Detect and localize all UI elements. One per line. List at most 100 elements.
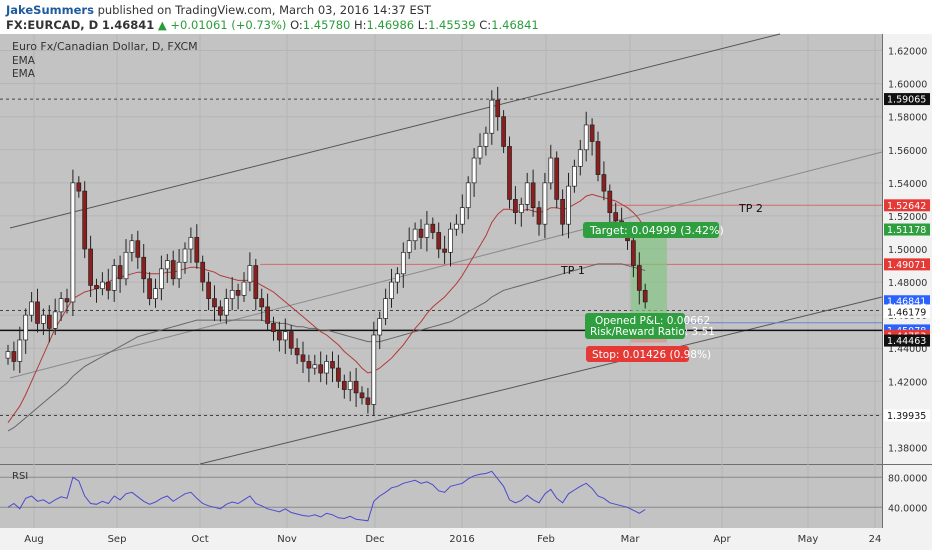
candles xyxy=(5,86,648,417)
tp2-label: TP 2 xyxy=(738,202,763,215)
time-tick-label: Feb xyxy=(537,534,555,545)
price-tag-bg xyxy=(884,223,930,236)
time-tick-label: Aug xyxy=(24,534,44,545)
candle-body xyxy=(212,298,217,308)
price-tag-label: 1.44463 xyxy=(887,336,926,347)
candle-body xyxy=(17,339,23,362)
candle-body xyxy=(583,124,589,151)
pnl-label-box: Opened P&L: 0.00662 Risk/Reward Ratio: 3… xyxy=(585,313,715,339)
candle-body xyxy=(253,265,259,299)
candle-body xyxy=(52,311,58,329)
channel-mid-line xyxy=(9,151,883,379)
time-tick-label: Nov xyxy=(277,534,297,545)
candle-body xyxy=(159,268,164,290)
rsi-tick-label: 40.0000 xyxy=(888,503,927,514)
candle-body xyxy=(548,157,554,184)
candle-body xyxy=(536,207,542,225)
price-tick-label: 1.58000 xyxy=(888,113,927,124)
candle-body xyxy=(542,182,548,225)
candle-body xyxy=(507,146,512,200)
candle-body xyxy=(383,298,388,319)
low-value: 1.45539 xyxy=(428,18,476,32)
legend-title: Euro Fx/Canadian Dollar, D, FXCM xyxy=(12,40,198,53)
candle-body xyxy=(288,331,294,349)
candle-body xyxy=(430,223,436,233)
candle-body xyxy=(524,182,530,205)
candle-body xyxy=(229,289,235,299)
publish-header: JakeSummers published on TradingView.com… xyxy=(0,0,932,34)
candle-body xyxy=(194,237,200,263)
candle-body xyxy=(111,265,117,291)
price-tag-label: 1.39935 xyxy=(887,411,926,422)
candle-body xyxy=(170,260,176,280)
candle-body xyxy=(395,273,400,283)
price-tick-label: 1.52000 xyxy=(888,212,927,223)
candle-body xyxy=(259,298,265,308)
candle-body xyxy=(241,281,247,296)
price-tag-label: 1.46179 xyxy=(887,308,926,319)
grid-lines xyxy=(0,34,882,528)
candle-body xyxy=(489,99,495,134)
candle-body xyxy=(206,281,211,299)
quote-line: FX:EURCAD, D 1.46841 ▲ +0.01061 (+0.73%)… xyxy=(6,18,539,32)
price-tag-bg xyxy=(884,334,930,347)
candle-body xyxy=(595,141,601,175)
time-tick-label: 24 xyxy=(869,534,882,545)
candle-body xyxy=(64,298,70,303)
candle-body xyxy=(566,185,571,225)
candle-body xyxy=(572,165,577,187)
candle-body xyxy=(353,380,359,394)
candle-body xyxy=(518,203,524,213)
open-label: O: xyxy=(290,18,303,32)
legend-ema-2: EMA xyxy=(12,68,36,80)
candle-body xyxy=(147,278,152,299)
price-tick-label: 1.54000 xyxy=(888,179,927,190)
candle-body xyxy=(200,261,206,283)
time-tick-label: Mar xyxy=(621,534,641,545)
channel-lower-line xyxy=(199,296,883,465)
stop-label-box: Stop: 0.01426 (0.98%) xyxy=(586,346,711,362)
time-tick-label: May xyxy=(798,534,819,545)
price-tick-label: 1.48000 xyxy=(888,278,927,289)
candle-body xyxy=(601,174,607,192)
candle-body xyxy=(271,323,276,333)
candle-body xyxy=(412,228,418,242)
candle-body xyxy=(442,248,447,253)
candle-body xyxy=(153,288,158,299)
channel-upper-line xyxy=(9,33,781,229)
rsi-pane: 80.0000 40.0000 xyxy=(0,470,927,522)
time-tick-label: Dec xyxy=(365,534,384,545)
author-link[interactable]: JakeSummers xyxy=(6,3,94,17)
candle-body xyxy=(294,347,300,356)
symbol-label: FX:EURCAD, D xyxy=(6,18,99,32)
candle-body xyxy=(41,314,46,324)
high-value: 1.46986 xyxy=(366,18,415,32)
candle-body xyxy=(377,318,383,336)
time-axis-background xyxy=(0,528,932,550)
price-tick-label: 1.44000 xyxy=(888,344,927,355)
time-tick-label: 2016 xyxy=(449,534,474,545)
legend: Euro Fx/Canadian Dollar, D, FXCM EMA EMA xyxy=(12,40,198,80)
candle-body xyxy=(365,397,371,405)
candle-body xyxy=(247,265,253,283)
candle-body xyxy=(341,380,347,390)
candle-body xyxy=(46,314,52,329)
price-tag-bg xyxy=(884,409,930,422)
candle-body xyxy=(513,199,518,213)
ema-slow-line xyxy=(7,263,646,432)
candle-body xyxy=(164,260,170,270)
candle-body xyxy=(389,281,394,299)
candle-body xyxy=(530,182,536,209)
candle-body xyxy=(613,212,619,222)
candle-body xyxy=(76,182,82,192)
candle-body xyxy=(129,240,135,253)
rsi-pane-background xyxy=(0,465,882,528)
price-tag-bg xyxy=(884,199,930,212)
candle-body xyxy=(29,301,34,316)
last-price: 1.46841 xyxy=(101,18,155,32)
candle-body xyxy=(35,301,40,324)
price-tag-label: 1.52642 xyxy=(887,201,926,212)
tp1-label: TP 1 xyxy=(560,264,585,277)
target-label: Target: 0.04999 (3.42%) xyxy=(589,224,724,237)
